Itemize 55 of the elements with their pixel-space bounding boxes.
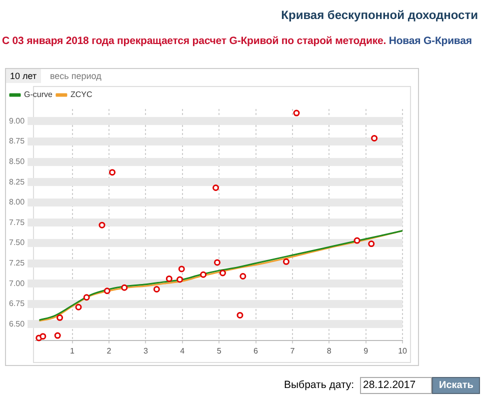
legend-label: ZCYC (70, 90, 92, 100)
y-tick-label: 6.75 (8, 299, 26, 308)
point (83, 294, 90, 301)
date-field: 28.12.2017 (360, 377, 432, 394)
text: 10 лет (6, 69, 41, 83)
x-tick-label: 8 (326, 346, 332, 356)
point (240, 273, 246, 280)
point (109, 169, 116, 176)
point (75, 304, 82, 310)
point (212, 184, 220, 192)
point (236, 312, 244, 318)
x-tick-label: 9 (364, 346, 369, 356)
x-tick-label: 7 (290, 346, 296, 356)
search-button: Искать (432, 377, 480, 394)
y-tick-label: 7.25 (8, 258, 26, 268)
x-tick-label: 6 (254, 346, 259, 356)
point (371, 134, 378, 142)
point (293, 110, 300, 116)
y-tick-label: 8.50 (8, 156, 26, 166)
y-tick-label: 8.75 (8, 136, 26, 146)
point (368, 240, 375, 248)
point (56, 314, 64, 321)
chart-title: Кривая бескупонной доходности (280, 8, 479, 22)
y-tick-label: 6.50 (8, 319, 26, 328)
point (153, 286, 160, 292)
text: Выбрать дату: (284, 379, 354, 391)
x-tick-label: 1 (70, 346, 76, 356)
point (219, 270, 226, 276)
point (98, 222, 106, 228)
legend-label: G-curve (24, 90, 53, 100)
y-tick-label: 7.75 (8, 218, 26, 227)
point (214, 259, 220, 266)
y-tick-label: 7.50 (8, 238, 26, 248)
y-tick-label: 7.00 (8, 278, 26, 288)
point (104, 288, 110, 294)
y-tick-label: 8.00 (8, 198, 26, 207)
point (40, 333, 46, 340)
text: весь период (50, 71, 102, 81)
x-tick-label: 4 (180, 346, 186, 356)
point (200, 271, 207, 278)
y-tick-label: 8.25 (8, 177, 26, 186)
x-tick-label: 10 (398, 346, 408, 356)
point (54, 332, 61, 339)
x-tick-label: 5 (216, 346, 222, 356)
point (176, 276, 184, 283)
point (166, 275, 172, 282)
point (354, 237, 360, 244)
y-tick-label: 9.00 (8, 116, 26, 126)
point (178, 266, 185, 272)
x-tick-label: 2 (106, 346, 112, 356)
x-tick-label: 3 (143, 346, 148, 356)
chart-subtitle: С 03 января 2018 года прекращается расчет G-Кривой по старой методике. (2, 35, 386, 47)
point (282, 258, 290, 265)
point (121, 284, 128, 291)
text: Новая G-Кривая (388, 35, 472, 47)
